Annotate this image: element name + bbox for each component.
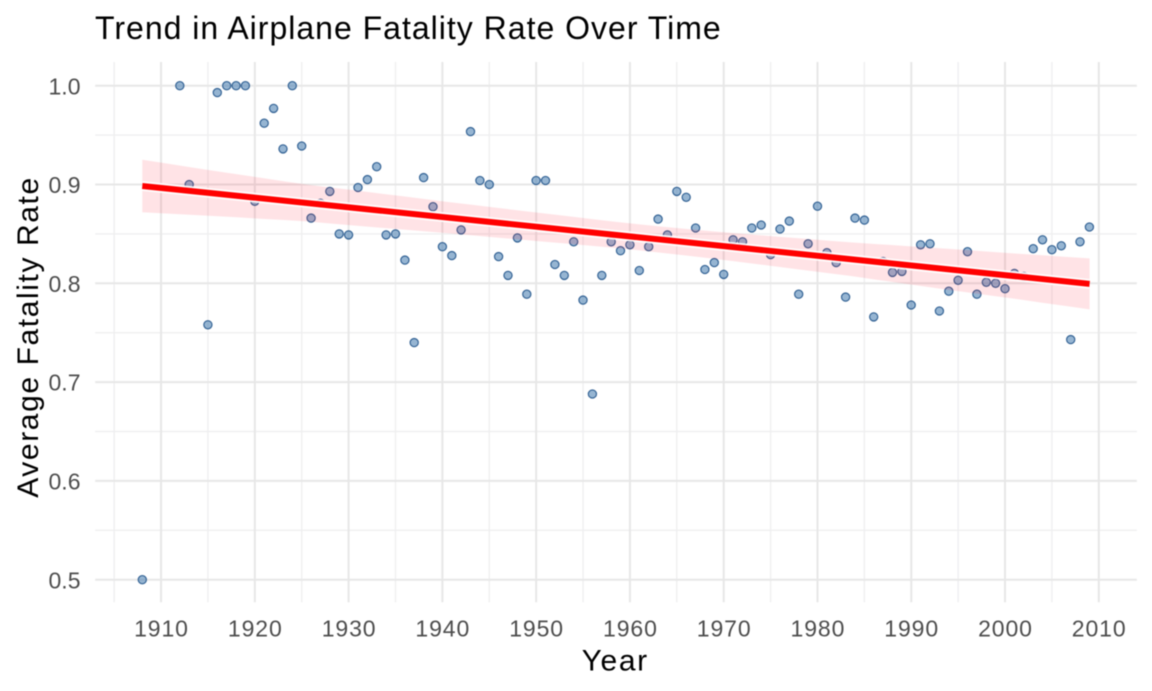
svg-text:2000: 2000 [978,616,1033,642]
svg-text:2010: 2010 [1072,616,1127,642]
svg-text:1930: 1930 [322,616,377,642]
svg-text:1960: 1960 [603,616,658,642]
svg-text:0.9: 0.9 [49,172,81,198]
svg-text:0.5: 0.5 [49,567,81,593]
svg-text:0.6: 0.6 [49,469,81,495]
svg-text:Year: Year [582,645,649,678]
svg-text:1920: 1920 [228,616,283,642]
svg-text:Trend in Airplane Fatality Rat: Trend in Airplane Fatality Rate Over Tim… [95,10,722,46]
svg-text:1980: 1980 [791,616,846,642]
svg-text:1940: 1940 [415,616,470,642]
svg-text:1990: 1990 [884,616,939,642]
svg-text:Average Fatality Rate: Average Fatality Rate [12,176,45,498]
svg-text:0.7: 0.7 [49,370,81,396]
svg-text:1970: 1970 [697,616,752,642]
svg-text:0.8: 0.8 [49,271,81,297]
svg-text:1.0: 1.0 [49,73,81,99]
svg-text:1950: 1950 [509,616,564,642]
svg-text:1910: 1910 [134,616,189,642]
